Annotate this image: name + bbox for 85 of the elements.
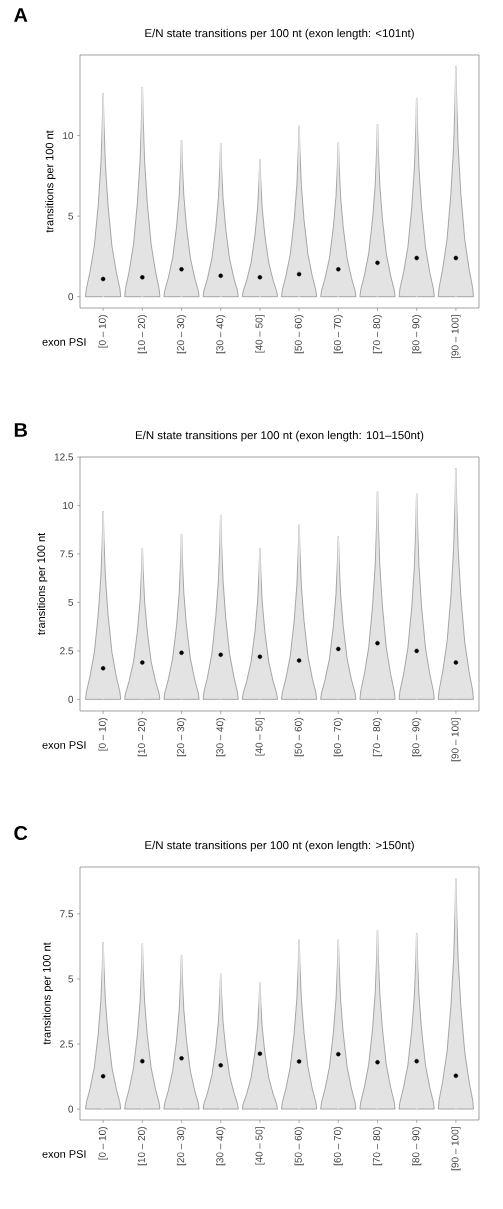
point	[257, 654, 263, 659]
y-tick-label: 5	[68, 598, 74, 606]
point	[296, 271, 302, 277]
point	[414, 1058, 419, 1064]
x-tick-label: [60 – 70)	[333, 1127, 343, 1166]
y-tick-label: 12.5	[54, 453, 74, 461]
x-tick-label: [40 – 50]	[255, 718, 265, 756]
text: C	[14, 825, 28, 841]
point	[336, 646, 341, 652]
x-tick-label: [80 – 90)	[412, 315, 422, 354]
point	[296, 1059, 302, 1064]
point	[218, 273, 223, 278]
x-tick-label: [80 – 90)	[412, 1127, 422, 1166]
x-tick-label: [10 – 20)	[137, 315, 147, 354]
point	[414, 255, 419, 261]
y-axis-title: transitions per 100 nt	[45, 130, 56, 233]
y-tick-label: 0	[68, 293, 74, 301]
y-tick-label: 2.5	[60, 647, 74, 655]
x-tick-label: [70 – 80)	[372, 315, 383, 354]
x-axis-title: exon PSI	[42, 741, 86, 749]
x-tick-label: [90 – 100]	[451, 315, 461, 359]
point	[179, 650, 184, 656]
x-tick-label: [70 – 80)	[372, 718, 383, 757]
x-tick-label: [0 – 10)	[98, 1127, 108, 1160]
x-tick-label: [80 – 90)	[412, 718, 422, 757]
y-tick-label: 0	[68, 1105, 74, 1113]
point	[140, 275, 145, 280]
point	[140, 660, 145, 665]
y-tick-label: 5	[68, 212, 74, 220]
x-tick-label: [20 – 30)	[176, 1127, 187, 1166]
point	[140, 1058, 145, 1064]
point	[336, 1051, 341, 1057]
point	[375, 1060, 380, 1065]
x-tick-label: [10 – 20)	[137, 1127, 147, 1166]
x-tick-label: [50 – 60)	[294, 1127, 304, 1166]
y-tick-label: 5	[68, 975, 74, 983]
x-tick-label: [20 – 30)	[176, 315, 187, 354]
point	[414, 648, 419, 654]
x-axis-title: exon PSI	[42, 1150, 86, 1158]
text: B	[14, 423, 27, 437]
x-tick-label: [40 – 50]	[255, 1127, 265, 1165]
text: A	[14, 8, 28, 22]
point	[375, 260, 380, 266]
x-tick-label: [90 – 100]	[451, 718, 461, 762]
x-tick-label: [10 – 20)	[137, 718, 147, 757]
chart-title: E/N state transitions per 100 nt (exon length: 101–150nt)	[135, 430, 424, 442]
x-axis-title: exon PSI	[42, 338, 86, 346]
point	[179, 1056, 184, 1061]
x-tick-label: [60 – 70)	[333, 315, 343, 354]
x-tick-label: [30 – 40)	[216, 718, 226, 757]
point	[453, 255, 459, 261]
y-tick-label: 7.5	[60, 910, 74, 918]
x-tick-label: [30 – 40)	[216, 1127, 226, 1166]
point	[257, 275, 263, 280]
point	[100, 276, 106, 282]
chart-title: E/N state transitions per 100 nt (exon length: <101nt)	[145, 28, 414, 40]
x-tick-label: [0 – 10)	[98, 315, 108, 348]
x-tick-label: [0 – 10)	[98, 718, 108, 751]
point	[100, 666, 106, 671]
point	[100, 1074, 106, 1079]
x-tick-label: [70 – 80)	[372, 1127, 383, 1166]
x-tick-label: [40 – 50]	[255, 315, 265, 353]
point	[375, 640, 380, 646]
point	[453, 660, 459, 665]
y-axis-title: transitions per 100 nt	[37, 532, 48, 635]
y-tick-label: 10	[63, 132, 74, 140]
point	[296, 658, 302, 663]
x-tick-label: [60 – 70)	[333, 718, 343, 757]
x-tick-label: [30 – 40)	[216, 315, 226, 354]
y-axis-title: transitions per 100 nt	[42, 942, 53, 1045]
y-tick-label: 10	[63, 501, 74, 509]
point	[453, 1073, 459, 1078]
point	[179, 267, 184, 272]
point	[336, 267, 341, 272]
point	[218, 652, 223, 657]
x-tick-label: [90 – 100]	[451, 1127, 461, 1171]
chart-title: E/N state transitions per 100 nt (exon length: >150nt)	[145, 840, 414, 852]
point	[257, 1051, 263, 1056]
y-tick-label: 2.5	[60, 1040, 74, 1048]
y-tick-label: 0	[68, 695, 74, 703]
x-tick-label: [50 – 60)	[294, 315, 304, 354]
point	[218, 1063, 223, 1068]
x-tick-label: [20 – 30)	[176, 718, 187, 757]
y-tick-label: 7.5	[60, 550, 74, 558]
x-tick-label: [50 – 60)	[294, 718, 304, 757]
